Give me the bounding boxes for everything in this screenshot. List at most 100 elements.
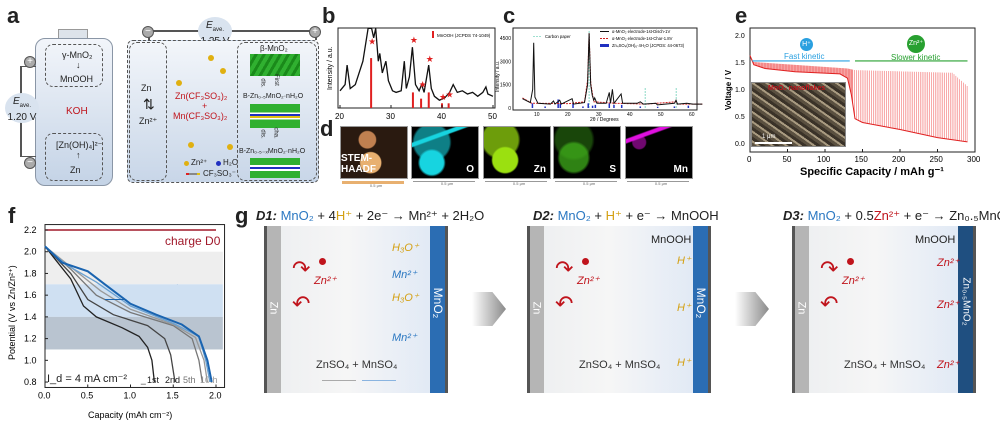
electrolyte-label: ZnSO₄ + MnSO₄ [316,359,398,371]
phase-zn05x-mno2: B-Zn₀.₅₋ₓMnO₂·nH₂O [239,148,306,155]
eq-part: + e⁻ → MnOOH [621,208,719,223]
o-map-image: O [411,126,479,179]
cathode-label: MnO₂ [694,287,708,319]
cycle-label-2nd: 2nd [165,375,181,385]
layered-structure [250,158,300,178]
charge-d0-label: charge D0 [165,234,220,248]
zn-ion-icon [847,258,854,265]
zn-anode: Zn [530,226,544,393]
y-tick-label: 1.6 [24,290,37,300]
anode-region [45,133,103,181]
x-tick-label: 300 [967,155,981,164]
step-dis-2: dis. [259,129,266,139]
x-tick-label: 30 [596,112,602,118]
anode-label: Zn [530,301,543,315]
cycle-label-1st: 1st [147,375,160,385]
star-marker: ★ [439,92,447,102]
salt-plus: + [202,101,208,111]
scale-label: 0.5 μm [440,181,454,186]
cathode-product: MnOOH [60,74,94,84]
h3o-label: H₃O⁺ [392,242,419,254]
negative-terminal-icon: − [142,26,154,38]
phase-beta-mno2: β-MnO₂ [260,44,288,53]
eq-part: + e⁻ → Zn₀.₅MnO₂ [903,208,1000,223]
legend-label: MnOOH (JCPDS 74-1049) [437,33,491,38]
voltage-bubble: Eave. 1.20 V [5,93,39,123]
current-collector [264,226,267,393]
xrd-trace-charged [522,33,703,105]
battery-body [35,38,113,186]
discharge-curve-20th [44,245,211,383]
stage-d2-diagram: Zn MnO₂ ↷ ↶ Zn²⁺ MnOOH H⁺ H⁺ H⁺ ZnSO₄ + … [527,226,711,393]
x-tick-label: 40 [437,112,446,121]
x-tick-label: 0.5 [81,390,94,400]
band-label-d1: D1 [202,269,217,281]
anode-region [129,42,167,181]
circuit-wire [148,30,316,32]
eq-part: + 4 [313,208,336,223]
y-tick-label: 0.8 [24,377,37,387]
curved-arrow-icon: ↷ [820,256,839,281]
eq-tag: D2: [533,208,554,223]
y-tick-label: 1.0 [24,355,37,365]
y-tick-label: 0 [508,106,511,112]
inset-scale-label: 1 μm [762,134,776,140]
x-tick-label: 50 [488,112,497,121]
eq-part: MnO₂ [280,208,314,223]
anode-ion: Zn²⁺ [139,116,158,126]
tile-label: Zn [533,164,546,175]
x-axis-label: Capacity (mAh cm⁻²) [88,410,172,420]
legend-label: α-MnO₂ electrode-1st-Disch-1V [612,29,670,34]
mno2-structure [250,54,300,76]
s-map-image: S [553,126,621,179]
panel-label-g: g [235,203,249,228]
alkaline-battery-diagram: γ-MnO₂ ↓ MnOOH KOH [Zn(OH)₄]²⁻ ↑ Zn + − … [0,0,120,200]
diffusion-arrow [362,380,396,381]
legend-cf3so3-icon [186,173,200,175]
positive-terminal-icon: + [309,26,321,38]
x-tick-label: 150 [855,155,869,164]
y-tick-label: 1.0 [735,87,745,94]
current-collector [973,226,976,393]
tile-label: O [466,164,474,175]
mnooh-label: MnOOH [651,234,692,246]
xrd-trace-discharged [522,33,703,106]
step-first: First [272,74,279,86]
x-tick-label: 0 [747,155,752,164]
x-tick-label: 200 [892,155,906,164]
discharge-curve-100th [44,245,213,383]
current-collector [792,226,795,393]
mn-ion-label: Mn²⁺ [392,269,417,281]
h3o-label: H₃O⁺ [392,292,419,304]
curved-arrow-icon: ↷ [555,256,574,281]
y-tick-label: 1.4 [24,312,37,322]
zn-mno2-cathode: Zn₀.₅MnO₂ [958,226,973,393]
curved-arrow-back-icon: ↶ [292,291,311,316]
y-tick-label: 1500 [500,83,511,89]
panel-label-a: a [7,3,20,28]
mn-ion-label: Mn²⁺ [392,332,417,344]
zn-ion-label: Zn²⁺ [842,275,865,287]
xrd-trace-b [339,27,494,101]
cathode-region [237,42,317,181]
step-dis: dis. [259,78,266,88]
star-marker: ★ [419,80,427,90]
mno2-cathode: MnO₂ [430,226,445,393]
y-tick-label: 1.2 [24,334,37,344]
zn-ion-icon [208,55,214,61]
current-collector [445,226,448,393]
positive-terminal-icon: + [24,56,36,68]
e-label: E [205,20,213,31]
step-cha: cha. [272,127,279,139]
x-tick-label: 2.0 [209,390,222,400]
zn-ion-label: Zn²⁺ [577,275,600,287]
electrolyte-label: ZnSO₄ + MnSO₄ [844,359,926,371]
h-ion-label: H⁺ [677,302,691,314]
x-tick-label: 1.0 [124,390,137,400]
zn-ion-icon [176,80,182,86]
negative-terminal-icon: − [24,157,36,169]
chart-b-frame [337,27,496,109]
cycle-label-5th: 5th [183,375,196,385]
fast-kinetic-label: Fast kinetic [784,52,825,61]
panel-label-b: b [322,3,336,28]
